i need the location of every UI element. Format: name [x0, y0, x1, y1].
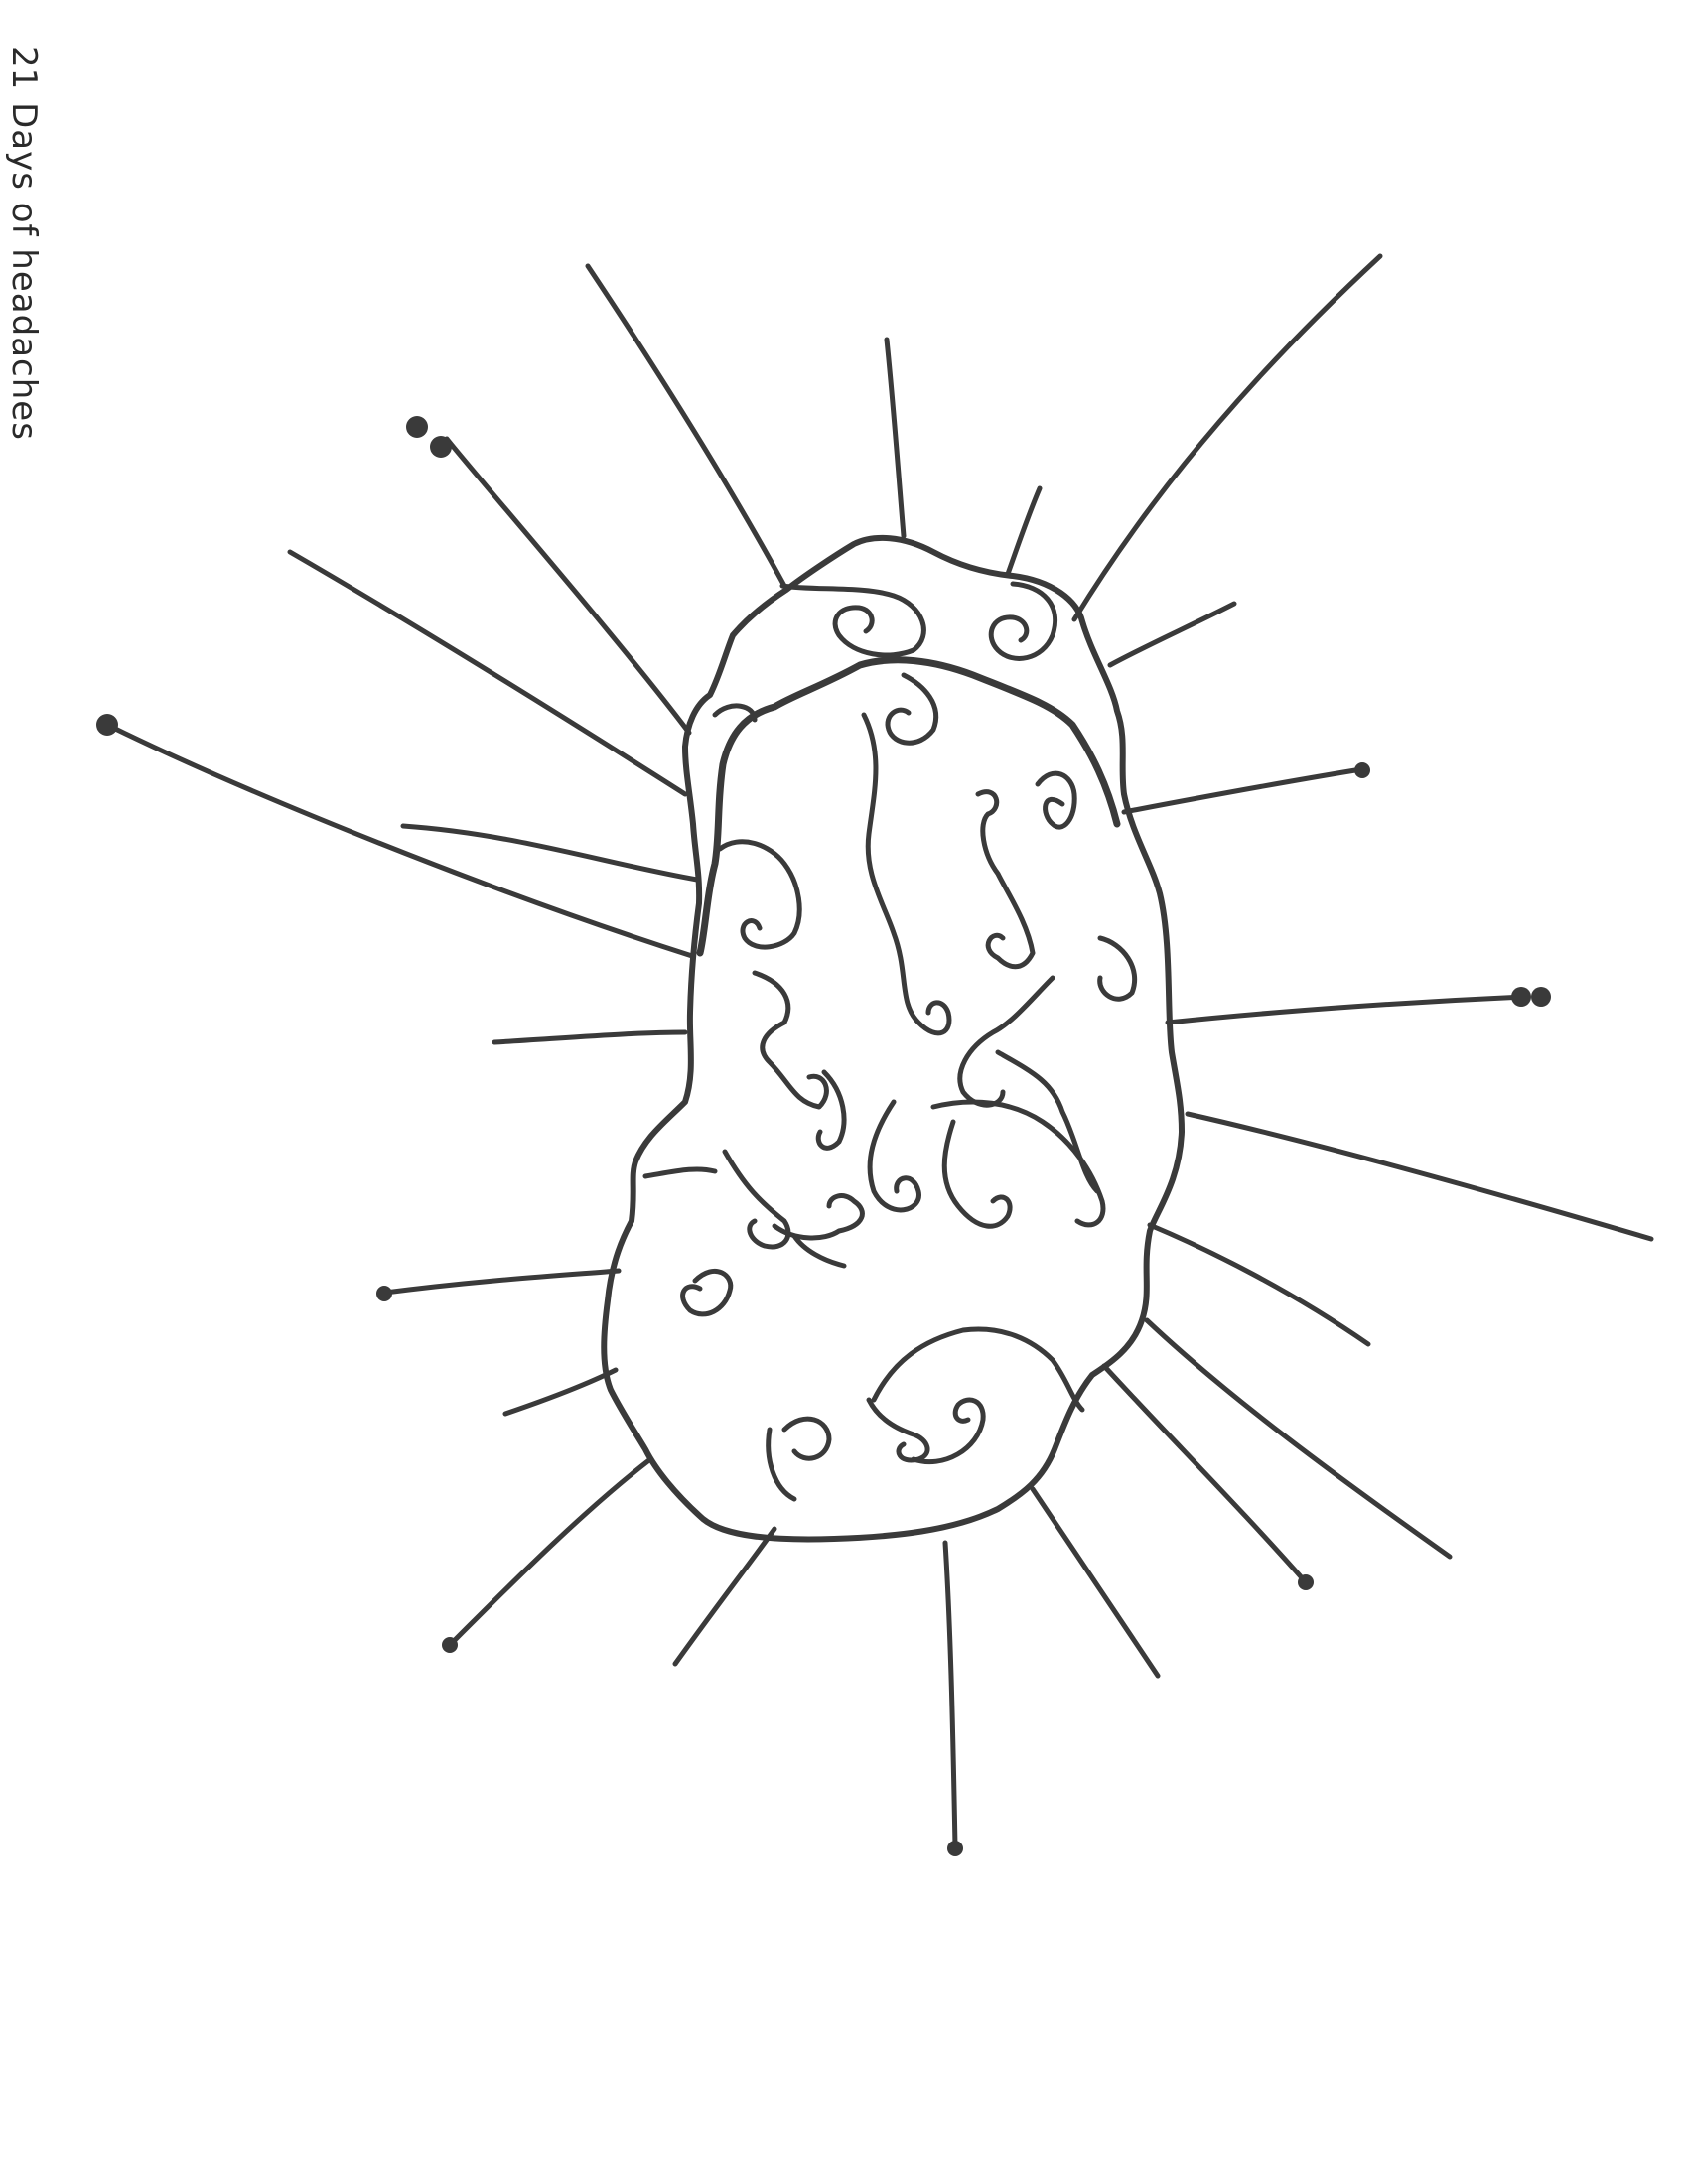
ray-dot	[430, 436, 452, 458]
swirl	[781, 1416, 832, 1461]
ray-line	[1101, 1363, 1309, 1585]
swirl	[975, 789, 1036, 970]
ray-dot	[1298, 1574, 1314, 1590]
ray-line	[1185, 1111, 1654, 1242]
swirl	[866, 1397, 930, 1463]
swirl	[911, 1397, 986, 1465]
ray-line	[104, 722, 695, 959]
swirl	[722, 1149, 791, 1250]
swirl	[871, 1326, 1085, 1413]
swirl	[815, 1069, 847, 1151]
swirl-patterns	[642, 581, 1138, 1502]
swirl	[995, 1049, 1100, 1194]
inner-outline	[696, 656, 1121, 957]
ray-line	[492, 1029, 688, 1045]
swirl	[772, 1193, 865, 1241]
ray-line	[1107, 601, 1237, 668]
ray-line	[1144, 1317, 1453, 1560]
ray-dot	[376, 1286, 392, 1301]
ray-line	[1005, 485, 1043, 577]
ray-line	[585, 263, 787, 589]
ray-dot	[96, 714, 118, 736]
swirl	[717, 839, 802, 950]
ray-line	[1121, 767, 1358, 815]
swirl	[957, 975, 1055, 1108]
blob-outline	[601, 534, 1185, 1543]
ray-line	[382, 1268, 622, 1296]
ray-line	[287, 549, 688, 797]
swirl	[988, 581, 1058, 661]
ray-dot	[1354, 762, 1370, 778]
swirl	[712, 703, 758, 723]
ray-dot	[1511, 987, 1531, 1007]
swirl	[766, 1427, 797, 1502]
ray-dot	[1531, 987, 1551, 1007]
swirl	[867, 1099, 921, 1213]
page-caption: 21 Days of headaches	[4, 46, 44, 441]
ray-line	[1147, 1222, 1371, 1347]
ray-lines	[104, 253, 1654, 1849]
swirl	[779, 583, 926, 658]
swirl	[1035, 770, 1077, 830]
ray-line	[942, 1540, 958, 1849]
ray-line	[444, 436, 692, 736]
swirl	[791, 1233, 847, 1269]
ray-dot	[947, 1841, 963, 1856]
ray-line	[448, 1456, 653, 1647]
swirl	[930, 1099, 1106, 1228]
ray-line	[400, 823, 700, 883]
ray-dot	[442, 1637, 458, 1653]
ray-line	[1165, 994, 1528, 1025]
ray-line	[672, 1526, 777, 1667]
swirl	[885, 672, 939, 746]
ray-line	[884, 337, 907, 539]
ray-dot	[406, 416, 428, 438]
ray-line	[1030, 1486, 1161, 1679]
ray-end-dots	[96, 416, 1551, 1856]
swirl	[941, 1119, 1013, 1229]
swirl	[642, 1166, 718, 1179]
swirl	[680, 1268, 734, 1317]
swirl	[752, 970, 829, 1110]
swirl	[1097, 935, 1138, 1002]
ray-line	[1071, 253, 1383, 622]
swirl	[861, 712, 952, 1036]
ray-line	[502, 1367, 619, 1417]
